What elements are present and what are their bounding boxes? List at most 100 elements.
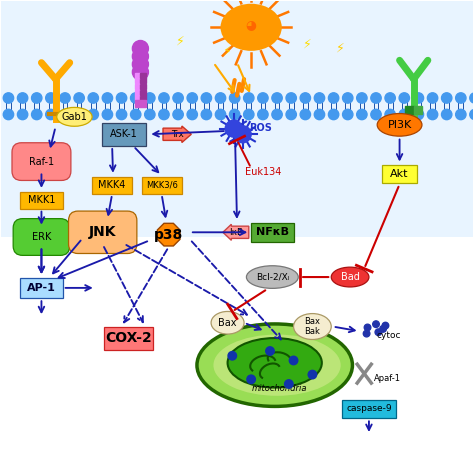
Circle shape xyxy=(228,352,237,360)
Circle shape xyxy=(130,109,141,119)
Circle shape xyxy=(229,93,240,103)
Text: Bad: Bad xyxy=(341,272,360,282)
Circle shape xyxy=(46,93,56,103)
Circle shape xyxy=(272,93,282,103)
FancyBboxPatch shape xyxy=(104,327,154,350)
Circle shape xyxy=(456,109,466,119)
Text: PI3K: PI3K xyxy=(387,120,412,130)
FancyBboxPatch shape xyxy=(342,400,396,418)
FancyBboxPatch shape xyxy=(251,223,293,242)
Text: ⚡: ⚡ xyxy=(303,37,312,50)
Circle shape xyxy=(385,93,395,103)
Ellipse shape xyxy=(331,267,369,287)
Bar xyxy=(135,84,140,89)
Circle shape xyxy=(371,109,381,119)
Circle shape xyxy=(286,93,296,103)
Ellipse shape xyxy=(197,324,353,406)
Circle shape xyxy=(470,109,474,119)
Text: ⚡: ⚡ xyxy=(336,42,345,55)
Circle shape xyxy=(328,109,339,119)
Text: caspase-9: caspase-9 xyxy=(346,404,392,413)
Circle shape xyxy=(215,93,226,103)
Circle shape xyxy=(159,93,169,103)
Text: ERK: ERK xyxy=(32,232,51,242)
Circle shape xyxy=(456,93,466,103)
Circle shape xyxy=(328,93,339,103)
Text: ASK-1: ASK-1 xyxy=(110,129,138,139)
Circle shape xyxy=(225,120,242,137)
Circle shape xyxy=(117,109,127,119)
Bar xyxy=(140,90,146,95)
Ellipse shape xyxy=(246,266,298,288)
Circle shape xyxy=(3,93,14,103)
Circle shape xyxy=(173,109,183,119)
FancyArrow shape xyxy=(163,126,191,143)
Circle shape xyxy=(88,93,99,103)
FancyBboxPatch shape xyxy=(69,211,137,254)
Text: mitochondria: mitochondria xyxy=(252,384,307,393)
Circle shape xyxy=(18,109,28,119)
Circle shape xyxy=(399,93,410,103)
FancyBboxPatch shape xyxy=(101,123,146,146)
FancyBboxPatch shape xyxy=(20,277,63,298)
Polygon shape xyxy=(157,223,180,246)
Circle shape xyxy=(300,93,310,103)
Circle shape xyxy=(343,93,353,103)
Circle shape xyxy=(132,56,148,72)
Text: Bax
Bak: Bax Bak xyxy=(304,317,320,336)
Ellipse shape xyxy=(228,338,322,388)
Circle shape xyxy=(382,322,389,329)
Circle shape xyxy=(74,93,84,103)
Circle shape xyxy=(308,370,317,379)
Circle shape xyxy=(300,109,310,119)
Circle shape xyxy=(102,93,113,103)
Circle shape xyxy=(428,93,438,103)
Text: AP-1: AP-1 xyxy=(27,283,56,293)
Circle shape xyxy=(145,93,155,103)
Circle shape xyxy=(428,109,438,119)
Text: ROS: ROS xyxy=(249,123,272,133)
Text: Trx: Trx xyxy=(171,130,183,139)
Text: Gab1: Gab1 xyxy=(62,112,87,122)
Circle shape xyxy=(32,109,42,119)
Text: MKK4: MKK4 xyxy=(99,180,126,190)
Text: ⚡: ⚡ xyxy=(223,45,232,57)
Circle shape xyxy=(441,109,452,119)
Bar xyxy=(140,73,146,78)
Text: MKK1: MKK1 xyxy=(28,195,55,205)
Circle shape xyxy=(132,40,148,56)
Circle shape xyxy=(385,109,395,119)
Circle shape xyxy=(215,109,226,119)
Circle shape xyxy=(343,109,353,119)
Circle shape xyxy=(159,109,169,119)
Circle shape xyxy=(187,93,197,103)
Circle shape xyxy=(314,93,325,103)
Bar xyxy=(140,84,146,89)
Circle shape xyxy=(244,109,254,119)
Circle shape xyxy=(32,93,42,103)
Text: MKK3/6: MKK3/6 xyxy=(146,181,178,190)
Bar xyxy=(414,106,422,114)
Bar xyxy=(135,78,140,83)
Text: cytoc: cytoc xyxy=(376,330,401,339)
Circle shape xyxy=(201,93,211,103)
Circle shape xyxy=(88,109,99,119)
FancyBboxPatch shape xyxy=(20,192,63,209)
FancyBboxPatch shape xyxy=(92,177,132,194)
FancyArrow shape xyxy=(223,224,249,240)
FancyBboxPatch shape xyxy=(0,0,474,237)
Circle shape xyxy=(470,93,474,103)
Circle shape xyxy=(229,109,240,119)
Text: Bcl-2/Xₗ: Bcl-2/Xₗ xyxy=(255,273,289,282)
Circle shape xyxy=(413,109,424,119)
FancyBboxPatch shape xyxy=(13,219,70,255)
Circle shape xyxy=(441,93,452,103)
Circle shape xyxy=(258,109,268,119)
Circle shape xyxy=(145,109,155,119)
Bar xyxy=(405,106,414,114)
Circle shape xyxy=(357,109,367,119)
Circle shape xyxy=(357,93,367,103)
Circle shape xyxy=(371,93,381,103)
Circle shape xyxy=(314,109,325,119)
Circle shape xyxy=(3,109,14,119)
